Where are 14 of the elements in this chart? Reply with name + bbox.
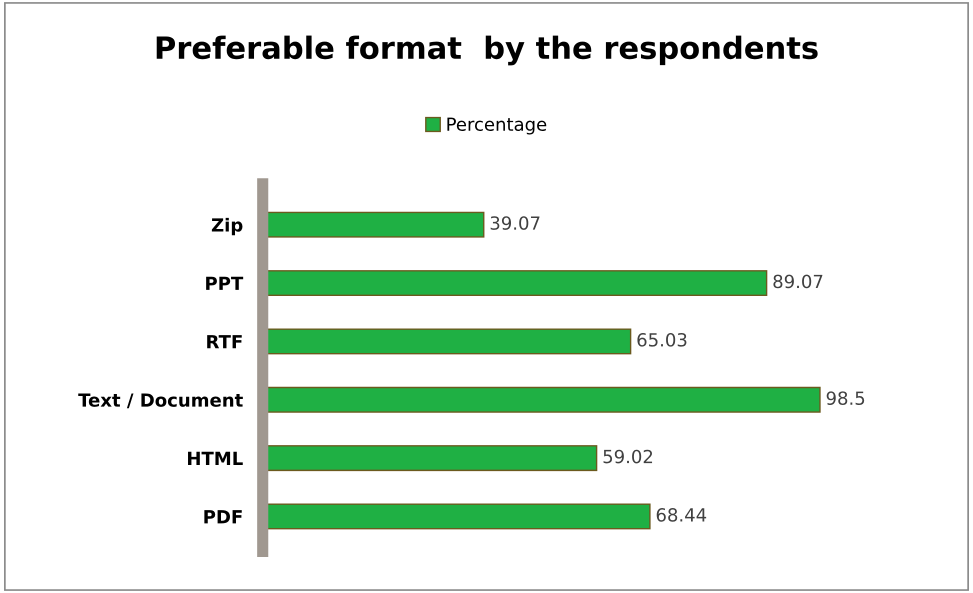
data-label: 65.03 xyxy=(637,332,686,347)
data-label: 98.5 xyxy=(826,391,864,405)
y-tick-label: RTF xyxy=(207,335,242,348)
y-tick-label: HTML xyxy=(188,452,243,465)
y-tick-label: PDF xyxy=(204,510,242,524)
legend-label: Percentage xyxy=(447,118,546,135)
data-label: 89.07 xyxy=(773,274,822,288)
data-label: 68.44 xyxy=(656,508,706,522)
y-tick-label: Zip xyxy=(212,218,242,236)
y-tick-label: Text / Document xyxy=(78,393,243,408)
y-tick-label: PPT xyxy=(206,276,244,290)
data-label: 39.07 xyxy=(490,216,540,230)
data-label: 59.02 xyxy=(604,450,652,464)
chart-title: Preferable format by the respondents xyxy=(156,36,818,66)
